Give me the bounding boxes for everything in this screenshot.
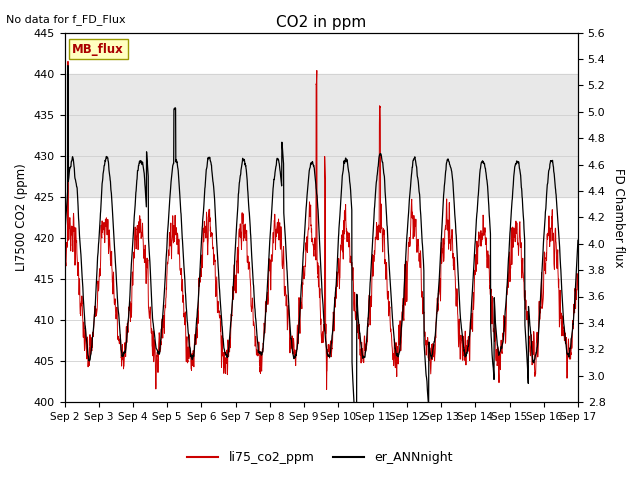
Bar [65, 73, 578, 197]
Text: No data for f_FD_Flux: No data for f_FD_Flux [6, 14, 126, 25]
Text: MB_flux: MB_flux [72, 43, 124, 56]
Title: CO2 in ppm: CO2 in ppm [276, 15, 366, 30]
Y-axis label: LI7500 CO2 (ppm): LI7500 CO2 (ppm) [15, 164, 28, 271]
Y-axis label: FD Chamber flux: FD Chamber flux [612, 168, 625, 267]
Legend: li75_co2_ppm, er_ANNnight: li75_co2_ppm, er_ANNnight [182, 446, 458, 469]
